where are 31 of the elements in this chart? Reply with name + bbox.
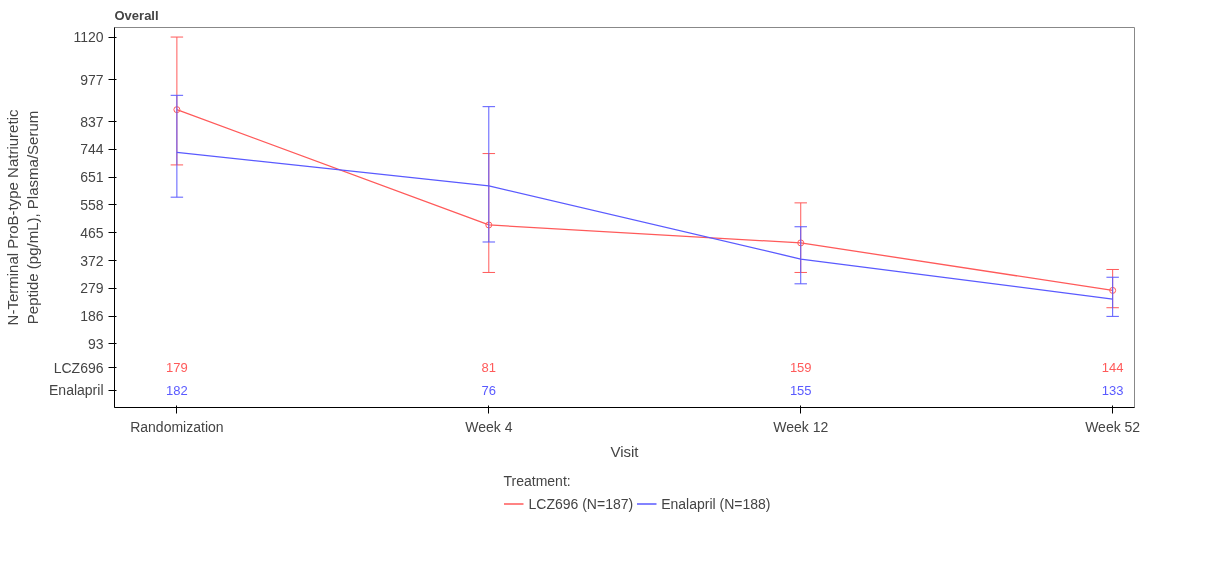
y-tick-label: 837 (80, 113, 104, 130)
y-tick-label: 93 (87, 335, 104, 352)
y-axis-title: N-Terminal ProB-type Natriuretic Peptide (pg/mL), Plasma/Serum (3, 109, 42, 326)
x-tick-label: Week 12 (773, 418, 829, 435)
chart-title: Overall (114, 7, 159, 23)
legend-label: LCZ696 (N=187) (528, 495, 634, 512)
y-tick-label: 744 (80, 141, 104, 158)
text: Enalapril (49, 382, 104, 399)
x-tick-label: Week 4 (465, 418, 513, 435)
annotation: 179 (166, 360, 188, 376)
annotation: 155 (789, 382, 812, 398)
annotation: 182 (166, 382, 188, 398)
annotation: 76 (481, 382, 497, 398)
y-tick-label: 651 (80, 169, 104, 186)
y-tick-label: 372 (80, 252, 104, 269)
legend-label: Enalapril (N=188) (661, 495, 771, 512)
annotation: 133 (1101, 382, 1124, 398)
y-tick-label: 465 (80, 224, 104, 241)
y-tick-label: 279 (80, 280, 104, 297)
x-axis-title: Visit (610, 442, 640, 460)
annotation: 81 (481, 360, 497, 376)
legend-title: Treatment: (503, 472, 572, 489)
annotation: 159 (789, 360, 812, 376)
y-tick-label: 558 (80, 196, 104, 213)
x-tick-label: Randomization (130, 418, 224, 435)
y-tick-label: 1120 (73, 29, 104, 46)
y-tick-label: 186 (80, 308, 104, 325)
annotation: 144 (1101, 360, 1124, 376)
y-tick-label: 977 (80, 71, 104, 88)
text: LCZ696 (53, 359, 104, 376)
x-tick-label: Week 52 (1085, 418, 1141, 435)
